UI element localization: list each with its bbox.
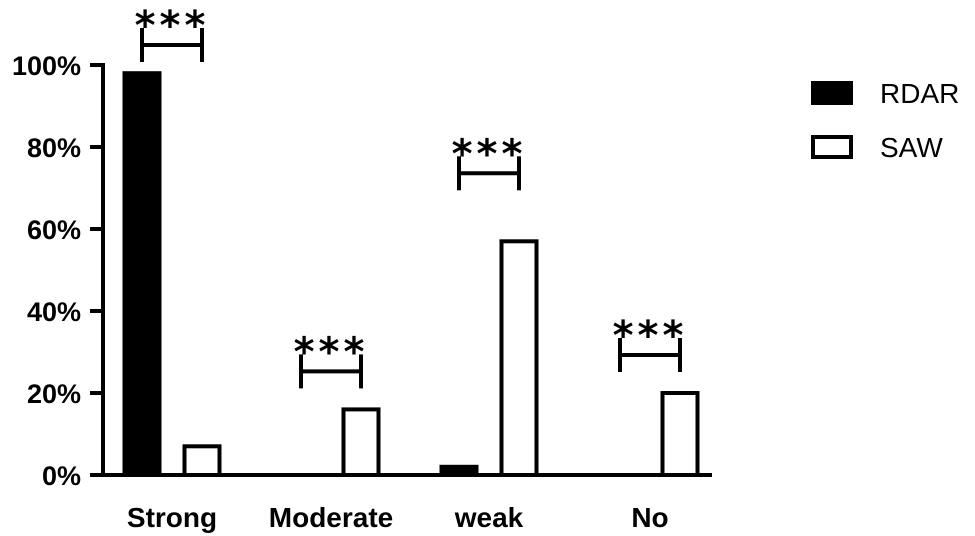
legend-swatch-saw <box>811 135 853 159</box>
bar-saw-weak <box>499 239 539 477</box>
y-tick-label: 80% <box>27 133 81 163</box>
x-tick-label: Moderate <box>269 502 393 533</box>
significance-label: *** <box>294 329 369 375</box>
legend-swatch-rdar <box>811 81 853 105</box>
bar-rdar-weak <box>439 464 479 477</box>
x-axis-labels: Strong Moderate weak No <box>127 502 669 533</box>
y-axis-labels: 0% 20% 40% 60% 80% 100% <box>12 51 81 491</box>
y-tick-label: 100% <box>12 51 81 81</box>
y-tick-label: 40% <box>27 297 81 327</box>
y-tick-label: 60% <box>27 215 81 245</box>
legend-label-saw: SAW <box>880 132 943 163</box>
significance-label: *** <box>452 131 527 177</box>
legend: RDAR SAW <box>811 78 959 163</box>
bar-saw-strong <box>182 444 222 477</box>
significance-annotations: *** *** *** *** <box>135 3 688 389</box>
axes <box>90 63 712 477</box>
x-tick-label: weak <box>454 502 524 533</box>
bar-saw-moderate <box>341 407 381 477</box>
bar-rdar-strong <box>122 71 162 477</box>
y-tick-label: 20% <box>27 379 81 409</box>
legend-label-rdar: RDAR <box>880 78 959 109</box>
bars <box>122 71 700 477</box>
x-tick-label: Strong <box>127 502 217 533</box>
significance-label: *** <box>613 313 688 359</box>
significance-label: *** <box>135 3 210 49</box>
bar-saw-no <box>660 391 700 477</box>
x-tick-label: No <box>631 502 668 533</box>
y-tick-label: 0% <box>42 461 81 491</box>
